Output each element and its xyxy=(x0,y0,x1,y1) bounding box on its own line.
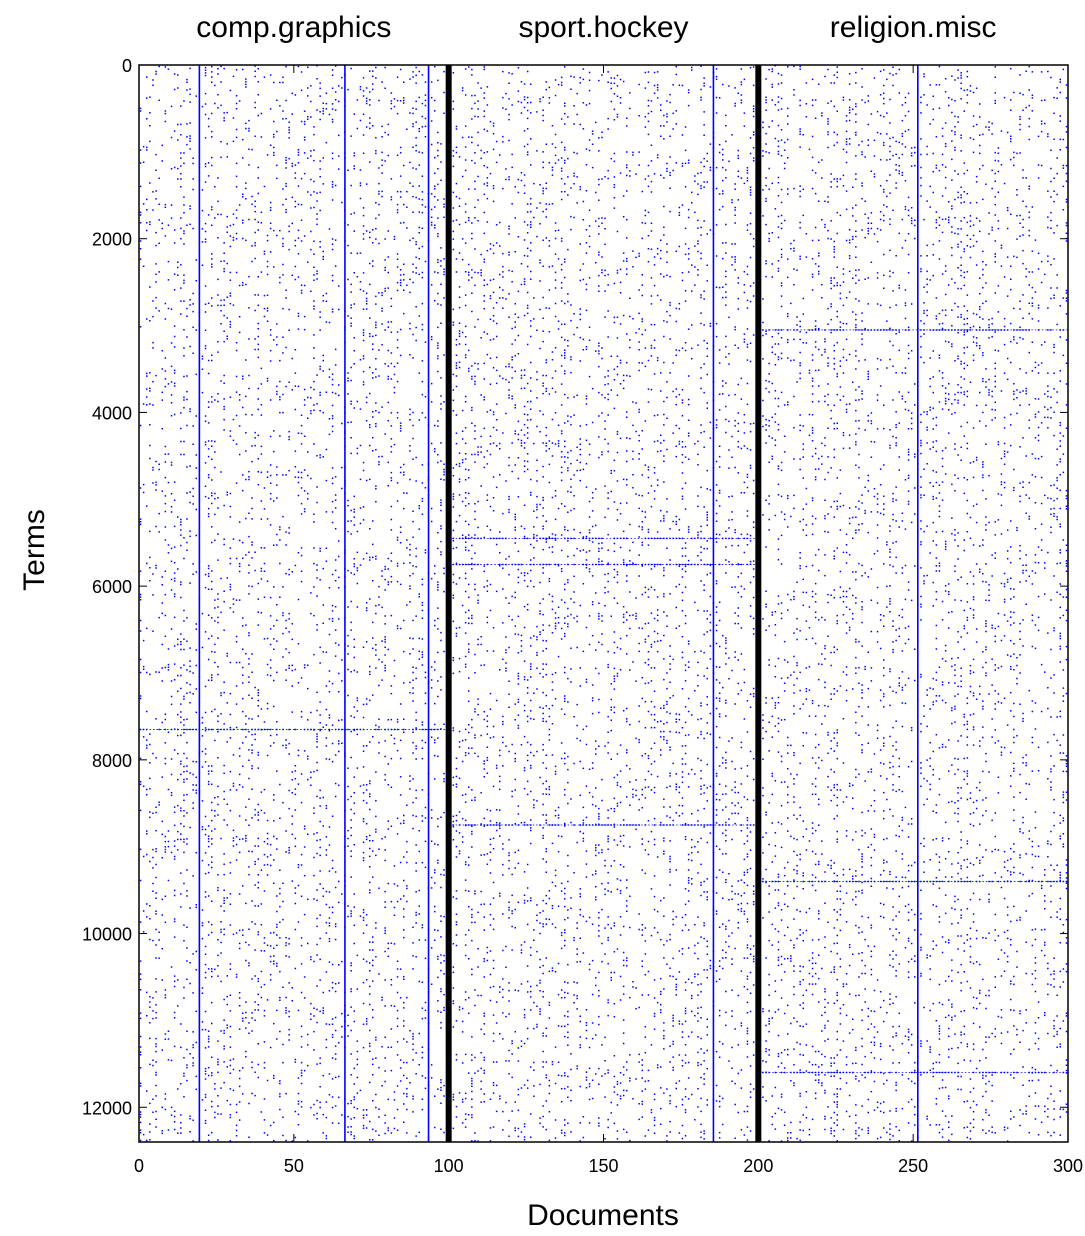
y-tick-label-0: 0 xyxy=(122,56,132,76)
y-axis: 0 2000 4000 6000 8000 10000 12000 xyxy=(82,56,1068,1118)
x-tick-label-250: 250 xyxy=(898,1156,928,1176)
group-separators xyxy=(445,65,762,1142)
y-tick-label-2000: 2000 xyxy=(92,230,132,250)
y-tick-label-6000: 6000 xyxy=(92,577,132,597)
y-tick-label-10000: 10000 xyxy=(82,925,132,945)
group-label-2: religion.misc xyxy=(830,11,997,44)
group-label-0: comp.graphics xyxy=(196,11,391,44)
x-axis: 0 50 100 150 200 250 300 xyxy=(134,65,1083,1176)
y-axis-title: Terms xyxy=(18,509,51,591)
x-tick-label-100: 100 xyxy=(434,1156,464,1176)
x-tick-label-200: 200 xyxy=(743,1156,773,1176)
plot-background xyxy=(139,65,1068,1142)
x-tick-label-0: 0 xyxy=(134,1156,144,1176)
group-label-1: sport.hockey xyxy=(518,11,688,44)
y-tick-label-4000: 4000 xyxy=(92,403,132,423)
x-tick-label-300: 300 xyxy=(1053,1156,1083,1176)
y-tick-label-8000: 8000 xyxy=(92,751,132,771)
x-axis-title: Documents xyxy=(527,1199,679,1232)
dense-columns xyxy=(198,65,919,1142)
x-tick-label-150: 150 xyxy=(588,1156,618,1176)
x-tick-label-50: 50 xyxy=(284,1156,304,1176)
y-tick-label-12000: 12000 xyxy=(82,1098,132,1118)
dense-rows xyxy=(139,329,1068,1073)
group-labels: comp.graphics sport.hockey religion.misc xyxy=(196,11,996,44)
